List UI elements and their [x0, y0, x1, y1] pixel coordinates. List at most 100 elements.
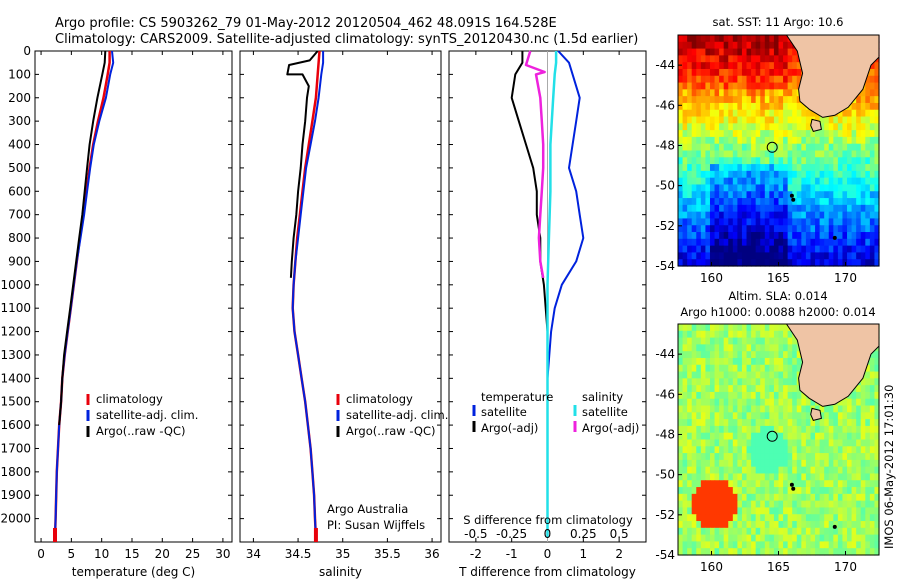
sst_map-cell	[773, 75, 780, 84]
difference-series-argo_salinity	[524, 50, 546, 279]
sla_map-cell	[824, 521, 830, 529]
sst_map-cell	[792, 48, 798, 56]
sla_map-cell	[778, 548, 784, 556]
sst_map-cell	[678, 157, 684, 165]
sla_map-cell	[700, 351, 707, 359]
sla_map-cell	[764, 398, 770, 407]
sla_map-cell	[760, 364, 766, 373]
sst_map-cell	[728, 245, 734, 254]
sla_map-cell	[805, 487, 812, 495]
sla_map-cell	[764, 541, 770, 549]
sla_map-cell	[705, 330, 711, 339]
temperature-panel: 0 5 10 15 20 25 300100200300400500600700800900…	[0, 44, 233, 579]
sst_map-cell	[837, 245, 844, 254]
sla_map-cell	[719, 507, 725, 515]
temperature-ytick-label: 1700	[0, 441, 31, 455]
sst_map-cell	[847, 225, 853, 233]
sla_map-cell	[764, 521, 770, 529]
sla_map-cell	[755, 385, 761, 393]
sst_map-cell	[737, 109, 743, 118]
sst_map-cell	[869, 184, 876, 192]
sla_map-cell	[869, 487, 876, 495]
sla_map-cell	[760, 412, 766, 420]
sla_map-cell	[819, 493, 825, 502]
sst_map-cell	[792, 191, 798, 199]
sst_map-cell	[874, 238, 880, 247]
sst_map-cell	[687, 198, 693, 206]
sla_map-cell	[874, 357, 880, 366]
sst_map-cell	[801, 109, 807, 118]
sst_map-cell	[869, 164, 876, 172]
sla_map-cell	[778, 541, 784, 549]
sla_map-cell	[815, 548, 821, 556]
sla_map-cell	[700, 337, 707, 345]
sst_map-cell	[682, 55, 688, 63]
sst_map-ytick-label: -46	[655, 98, 675, 112]
sst_map-cell	[719, 62, 725, 70]
sst_map-cell	[851, 130, 857, 138]
sst_map-cell	[824, 252, 830, 260]
sst_map-cell	[682, 211, 688, 220]
sla_map-cell	[815, 446, 821, 454]
sla_map-cell	[755, 459, 761, 468]
sla_map-cell	[856, 391, 862, 400]
sla_map-cell	[696, 500, 702, 509]
sst_map-cell	[828, 211, 834, 220]
sst_map-cell	[691, 170, 697, 179]
sst_map-cell	[746, 150, 752, 158]
sla_map-cell	[719, 351, 725, 359]
sst_map-cell	[728, 109, 734, 118]
sla_map-cell	[860, 466, 866, 475]
sla_map-cell	[737, 371, 743, 379]
sst_map-cell	[700, 48, 707, 56]
sla_map-cell	[810, 500, 816, 509]
sst_map-cell	[751, 238, 757, 247]
sst_map-cell	[746, 102, 752, 111]
sst_map-cell	[723, 75, 729, 84]
sst_map-cell	[773, 198, 780, 206]
sla_map-cell	[819, 419, 825, 427]
sst_map-cell	[732, 89, 738, 97]
sst_map-cell	[709, 184, 716, 192]
sst_map-cell	[837, 116, 844, 124]
sla_map-cell	[682, 534, 688, 543]
sla_map-cell	[815, 527, 821, 536]
sla_map-cell	[687, 412, 693, 420]
sst_map-cell	[678, 82, 684, 90]
sla_map-cell	[869, 385, 876, 393]
sst_map-cell	[700, 82, 707, 90]
temperature-xtick-label: 5	[68, 547, 76, 561]
sst_map-cell	[723, 89, 729, 97]
sla_map-cell	[751, 432, 757, 441]
sla_map-cell	[773, 344, 780, 352]
sla_map-cell	[751, 351, 757, 359]
sla_map-cell	[737, 487, 743, 495]
sst_map-cell	[737, 89, 743, 97]
sla_map-cell	[723, 439, 729, 447]
sla_map-cell	[860, 425, 866, 434]
sla_map-cell	[755, 351, 761, 359]
sla_map-cell	[833, 493, 839, 502]
sst_map-cell	[719, 238, 725, 247]
sst_map-cell	[746, 89, 752, 97]
sst_map-cell	[815, 218, 821, 226]
sst_map-cell	[696, 116, 702, 124]
sla_map-cell	[700, 398, 707, 407]
sst_map-cell	[801, 143, 807, 152]
sst_map-cell	[714, 102, 720, 111]
sla_map-cell	[869, 419, 876, 427]
sla_map-cell	[787, 453, 793, 461]
sla_map-cell	[755, 480, 761, 488]
sla_map-cell	[773, 446, 780, 454]
difference-series-satellite	[546, 50, 585, 538]
sla_map-cell	[833, 507, 839, 515]
sst_map-cell	[815, 238, 821, 247]
sst_map-cell	[865, 116, 871, 124]
sst_map-cell	[874, 225, 880, 233]
sst_map-cell	[805, 184, 812, 192]
sst_map-cell	[874, 62, 880, 70]
sst_map-cell	[874, 82, 880, 90]
sla_map-cell	[719, 466, 725, 475]
sla_map-cell	[705, 500, 711, 509]
